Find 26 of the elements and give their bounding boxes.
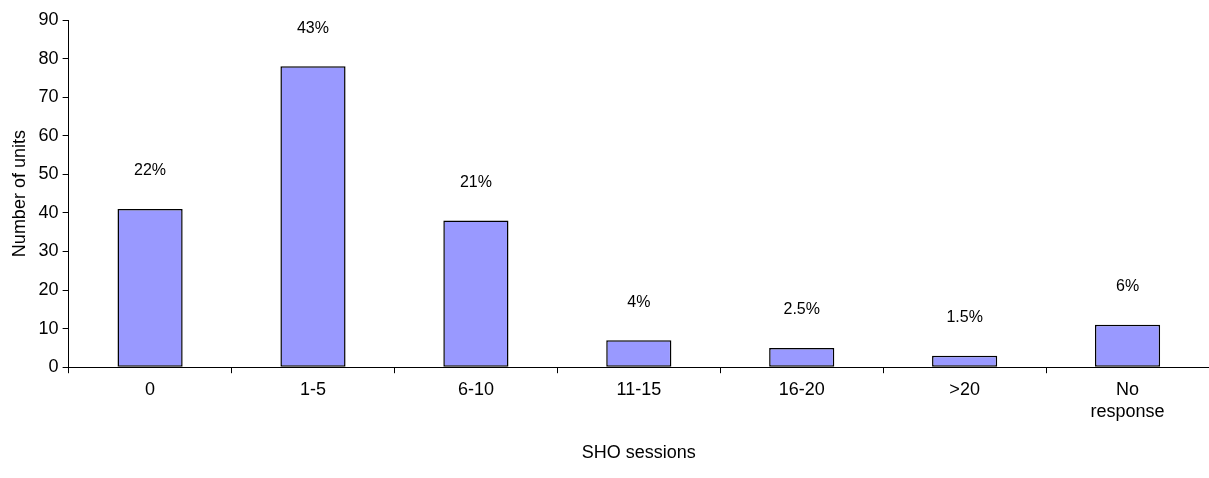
y-axis-title: Number of units — [8, 130, 29, 258]
annotation: 2.5% — [783, 300, 820, 318]
x-axis-title: SHO sessions — [581, 442, 696, 463]
annotation: 21% — [459, 173, 492, 191]
y-tick-label: 50 — [38, 163, 59, 184]
y-tick-label: 0 — [48, 356, 59, 377]
x-tick-label: 0 — [145, 378, 156, 399]
annotation: 6% — [1115, 277, 1140, 295]
x-tick-label: >20 — [949, 378, 980, 399]
annotation: 22% — [134, 161, 167, 179]
y-tick-label: 60 — [38, 124, 59, 145]
x-tick-label: 16-20 — [778, 378, 825, 399]
x-tick-label: No response — [1090, 378, 1165, 421]
annotation: 4% — [627, 292, 651, 310]
y-tick-label: 80 — [38, 47, 59, 68]
y-tick-label: 90 — [38, 8, 59, 29]
annotation: 43% — [296, 18, 329, 36]
y-tick-label: 40 — [38, 201, 59, 222]
y-tick-label: 30 — [38, 240, 59, 261]
x-tick-label: 11-15 — [616, 378, 662, 399]
y-tick-label: 70 — [38, 86, 59, 107]
annotation: 1.5% — [946, 308, 983, 326]
x-tick-label: 6-10 — [457, 378, 494, 399]
y-tick-label: 20 — [38, 279, 59, 300]
y-tick-label: 10 — [38, 317, 59, 338]
x-tick-label: 1-5 — [299, 378, 326, 399]
